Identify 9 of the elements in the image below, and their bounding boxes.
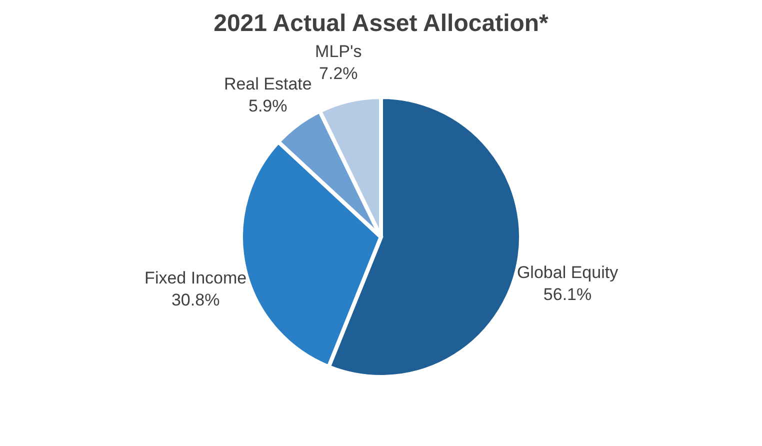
slice-label: Global Equity — [516, 263, 619, 282]
slice-label: MLP's — [315, 42, 362, 61]
slice-label: Fixed Income — [144, 268, 247, 288]
data-label: 30.8% — [171, 290, 220, 310]
data-label: 5.9% — [248, 96, 288, 116]
data-label: 7.2% — [319, 64, 358, 83]
chart-title: 2021 Actual Asset Allocation* — [214, 10, 550, 37]
data-label: 56.1% — [543, 285, 592, 304]
slice-label: Real Estate — [224, 74, 312, 94]
